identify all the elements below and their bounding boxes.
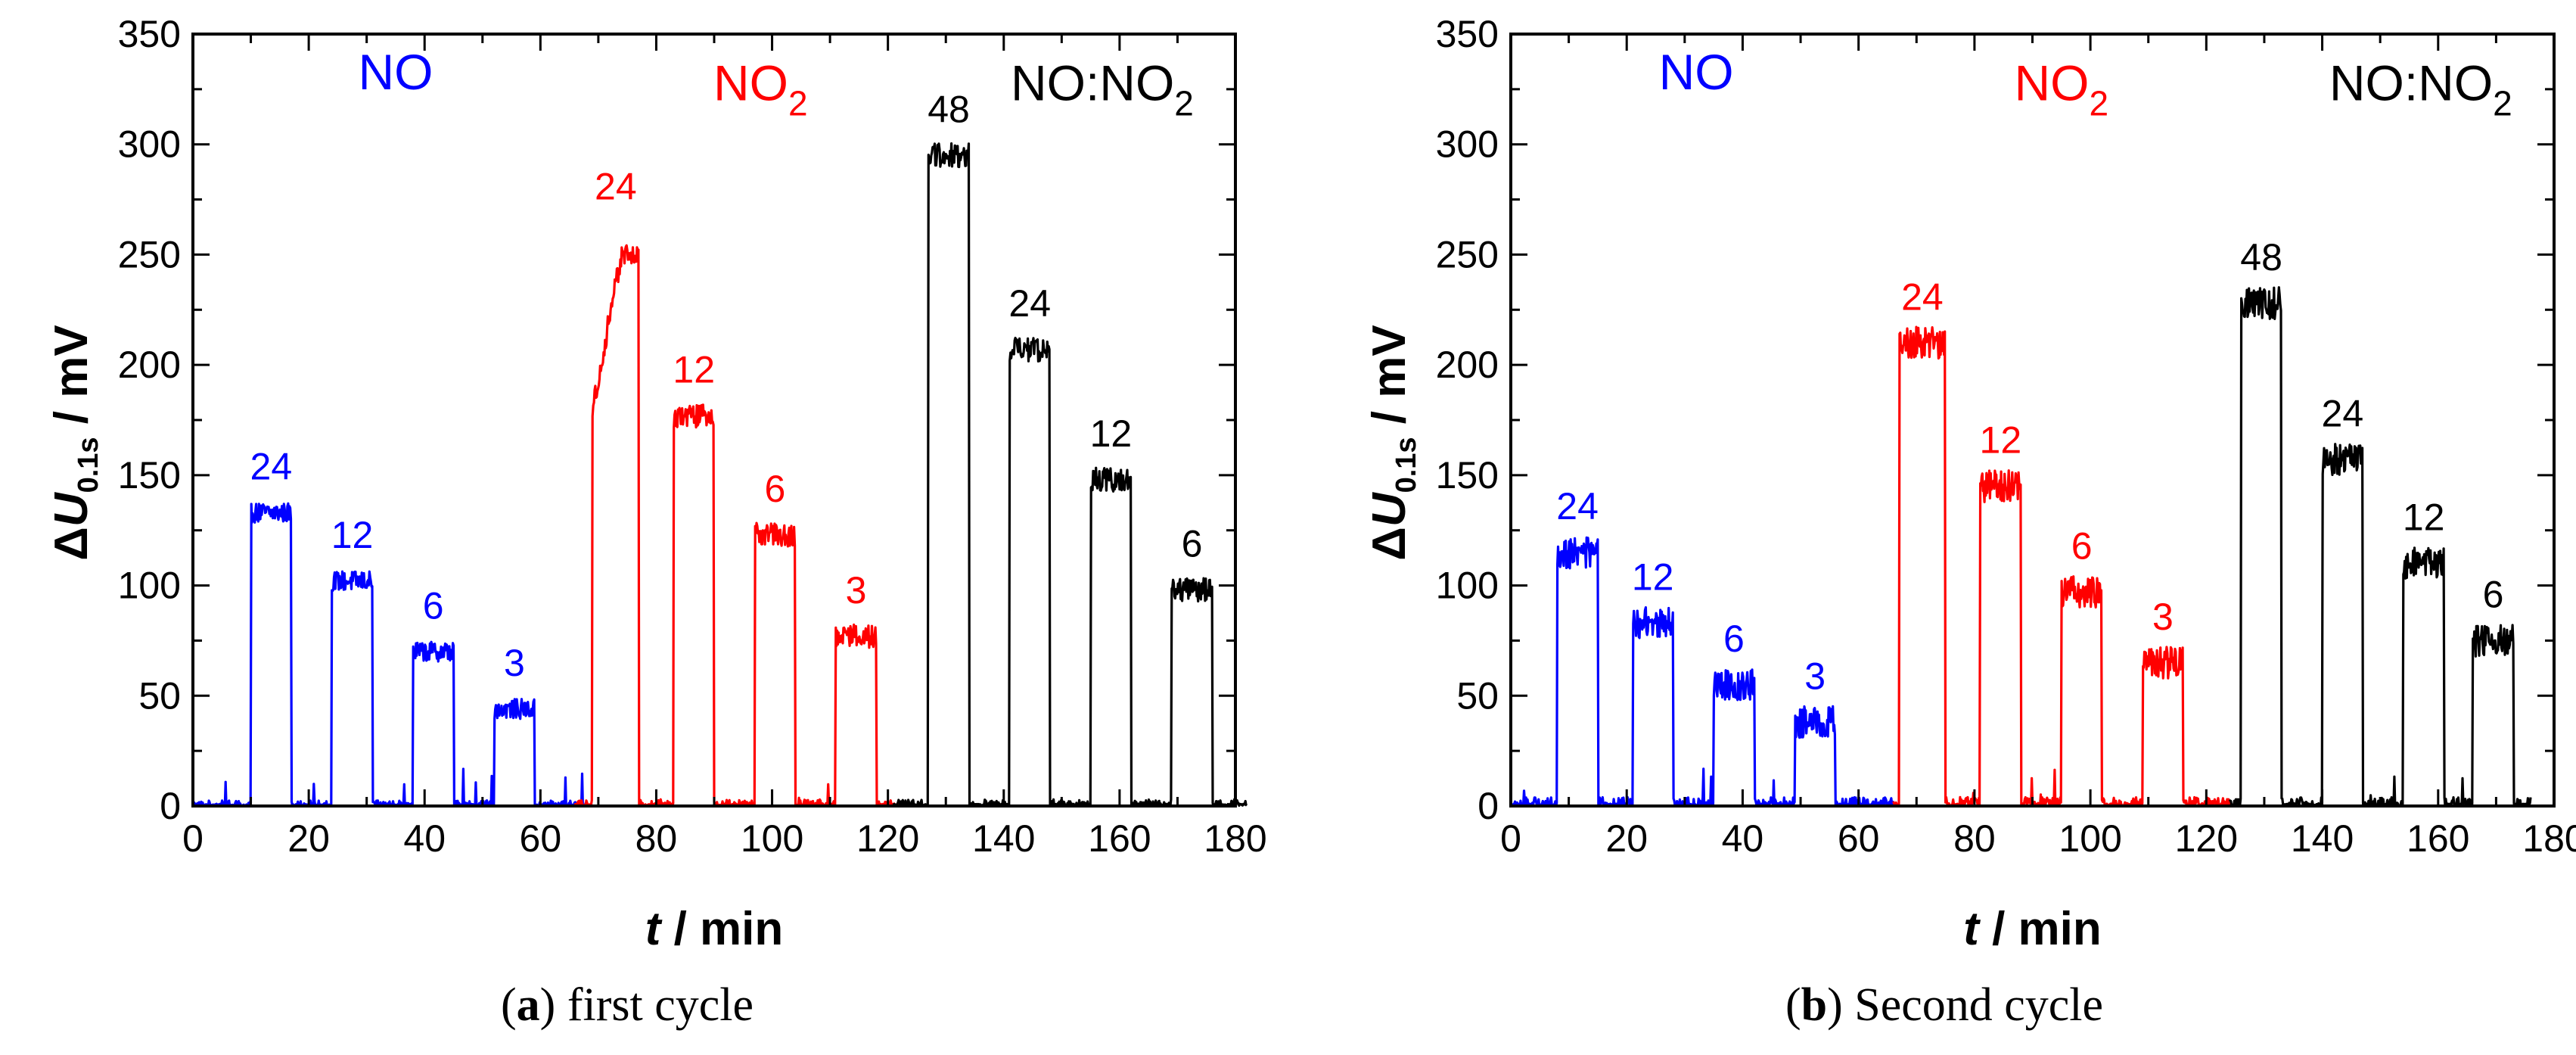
x-tick-label-a: 40 bbox=[403, 817, 446, 860]
pulse-label-a-0-3: 3 bbox=[504, 642, 525, 684]
x-axis-label-b: t / min bbox=[1963, 903, 2102, 955]
group-label-b-2: NO:NO2 bbox=[2329, 54, 2512, 123]
x-tick-label-b: 180 bbox=[2522, 817, 2576, 860]
y-tick-label-b: 100 bbox=[1436, 565, 1499, 607]
pulse-label-a-0-2: 6 bbox=[423, 584, 444, 627]
x-axis-label-a: t / min bbox=[645, 903, 784, 955]
series-trace-b-1 bbox=[1892, 325, 2231, 808]
x-tick-label-a: 100 bbox=[741, 817, 803, 860]
pulse-label-b-2-2: 12 bbox=[2403, 496, 2445, 539]
x-tick-label-a: 20 bbox=[287, 817, 330, 860]
pulse-label-a-2-3: 6 bbox=[1182, 523, 1203, 565]
pulse-label-a-0-1: 12 bbox=[331, 514, 374, 556]
x-tick-label-b: 100 bbox=[2059, 817, 2121, 860]
pulse-label-b-2-3: 6 bbox=[2483, 574, 2504, 616]
group-label-a-0: NO bbox=[358, 44, 433, 100]
group-label-b-0: NO bbox=[1659, 44, 1734, 100]
y-axis-label-b: ΔU0.1s / mV bbox=[1363, 325, 1422, 560]
y-tick-label-b: 250 bbox=[1436, 233, 1499, 275]
pulse-label-b-1-0: 24 bbox=[1901, 275, 1944, 318]
x-tick-label-b: 120 bbox=[2175, 817, 2238, 860]
x-tick-label-b: 0 bbox=[1500, 817, 1521, 860]
pulse-label-b-1-3: 3 bbox=[2152, 596, 2174, 638]
y-tick-label-a: 300 bbox=[118, 123, 181, 166]
x-tick-label-a: 80 bbox=[635, 817, 678, 860]
pulse-label-a-2-0: 48 bbox=[928, 89, 970, 131]
pulse-label-b-0-2: 6 bbox=[1723, 618, 1745, 660]
x-tick-label-a: 140 bbox=[972, 817, 1035, 860]
y-tick-label-b: 50 bbox=[1456, 674, 1499, 717]
pulse-label-a-1-2: 6 bbox=[764, 468, 785, 510]
series-trace-b-2 bbox=[2228, 286, 2532, 808]
series-trace-a-1 bbox=[573, 244, 900, 808]
x-tick-label-b: 40 bbox=[1722, 817, 1764, 860]
pulse-label-b-1-2: 6 bbox=[2071, 525, 2093, 568]
pulse-label-a-0-0: 24 bbox=[250, 446, 293, 488]
y-tick-label-a: 0 bbox=[160, 785, 181, 827]
pulse-label-a-2-2: 12 bbox=[1090, 412, 1133, 455]
x-tick-label-a: 180 bbox=[1204, 817, 1266, 860]
y-tick-label-b: 200 bbox=[1436, 344, 1499, 386]
y-tick-label-a: 250 bbox=[118, 233, 181, 275]
x-tick-label-a: 0 bbox=[182, 817, 204, 860]
x-tick-label-a: 120 bbox=[856, 817, 919, 860]
caption-b: (b) Second cycle bbox=[1785, 979, 2103, 1031]
y-tick-label-a: 100 bbox=[118, 565, 181, 607]
x-tick-label-b: 20 bbox=[1605, 817, 1648, 860]
pulse-label-b-1-1: 12 bbox=[1980, 419, 2022, 462]
series-trace-a-2 bbox=[892, 142, 1248, 808]
pulse-label-a-1-1: 12 bbox=[673, 348, 715, 391]
y-tick-label-a: 50 bbox=[138, 674, 181, 717]
y-tick-label-a: 350 bbox=[118, 13, 181, 55]
pulse-label-a-1-3: 3 bbox=[846, 569, 867, 612]
x-tick-label-a: 60 bbox=[520, 817, 562, 860]
y-tick-label-a: 200 bbox=[118, 344, 181, 386]
x-tick-label-b: 140 bbox=[2291, 817, 2354, 860]
pulse-label-b-0-1: 12 bbox=[1632, 556, 1674, 598]
pulse-label-b-2-0: 48 bbox=[2240, 236, 2282, 279]
y-tick-label-b: 0 bbox=[1478, 785, 1499, 827]
y-tick-label-a: 150 bbox=[118, 454, 181, 496]
series-trace-b-0 bbox=[1509, 536, 1895, 808]
x-tick-label-a: 160 bbox=[1088, 817, 1151, 860]
pulse-label-b-0-3: 3 bbox=[1804, 655, 1826, 698]
x-tick-label-b: 60 bbox=[1838, 817, 1880, 860]
y-tick-label-b: 300 bbox=[1436, 123, 1499, 166]
x-tick-label-b: 160 bbox=[2407, 817, 2469, 860]
series-trace-a-0 bbox=[192, 502, 588, 808]
y-axis-label-a: ΔU0.1s / mV bbox=[45, 325, 104, 560]
pulse-label-a-1-0: 24 bbox=[595, 166, 637, 208]
group-label-a-2: NO:NO2 bbox=[1011, 54, 1194, 123]
plot-frame-b bbox=[1509, 33, 2556, 808]
caption-a: (a) first cycle bbox=[501, 979, 754, 1031]
pulse-label-b-0-0: 24 bbox=[1556, 485, 1599, 528]
y-tick-label-b: 350 bbox=[1436, 13, 1499, 55]
group-label-b-1: NO2 bbox=[2015, 54, 2109, 123]
pulse-label-b-2-1: 24 bbox=[2322, 393, 2364, 435]
x-tick-label-b: 80 bbox=[1953, 817, 1996, 860]
pulse-label-a-2-1: 24 bbox=[1008, 282, 1051, 325]
y-tick-label-b: 150 bbox=[1436, 454, 1499, 496]
group-label-a-1: NO2 bbox=[713, 54, 808, 123]
